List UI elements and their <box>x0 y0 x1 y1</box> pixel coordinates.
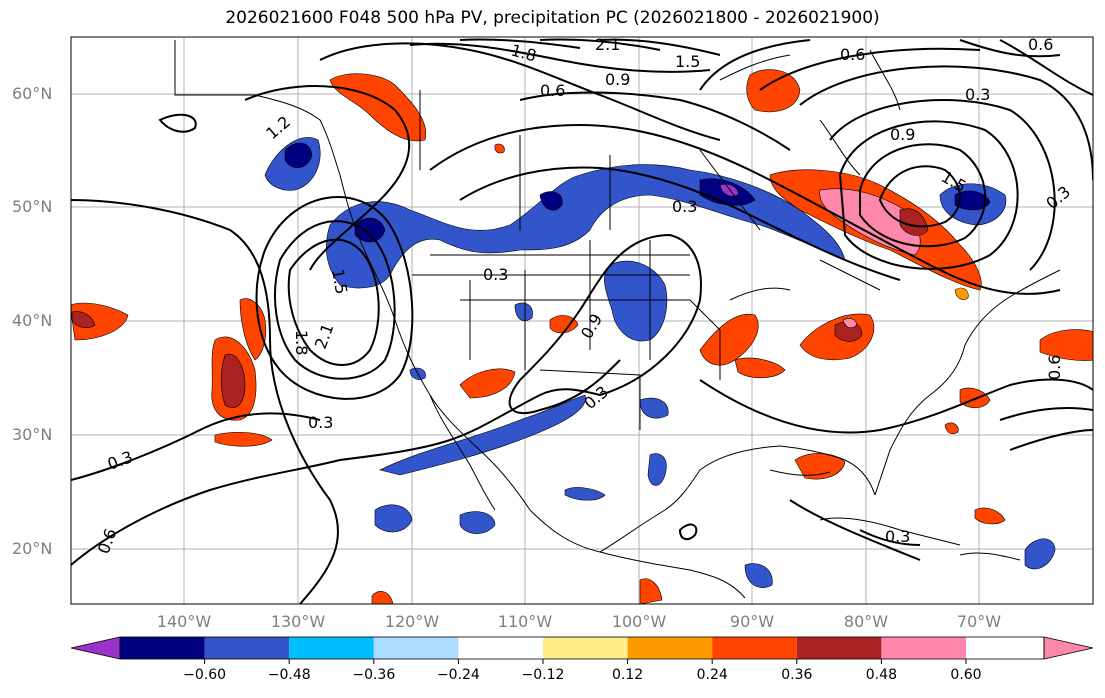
colorbar-tick-label: 0.24 <box>696 667 728 683</box>
colorbar-extend-left <box>70 636 121 660</box>
lon-label-140w: 140°W <box>156 612 212 631</box>
lon-label-120w: 120°W <box>384 612 440 631</box>
colorbar-tick-label: 0.12 <box>612 667 644 683</box>
colorbar-tick-label: −0.12 <box>521 667 565 683</box>
colorbar-segment <box>204 637 290 659</box>
contour-label: 0.3 <box>965 85 990 104</box>
lon-label-90w: 90°W <box>729 612 775 631</box>
lon-label-130w: 130°W <box>270 612 326 631</box>
contour-label: 0.9 <box>890 125 915 144</box>
lat-label-50n: 50°N <box>12 197 53 216</box>
contour-label: 1.5 <box>675 52 700 71</box>
colorbar <box>70 636 1094 664</box>
colorbar-segment <box>120 637 205 659</box>
colorbar-tick-label: −0.36 <box>352 667 396 683</box>
colorbar-segment <box>373 637 459 659</box>
colorbar-segment <box>712 637 797 659</box>
contour-label: 0.6 <box>1045 355 1064 380</box>
contour-label: 0.3 <box>483 265 508 284</box>
contour-label: 0.6 <box>1028 35 1053 54</box>
contour-label: 0.9 <box>605 70 630 89</box>
lon-label-100w: 100°W <box>611 612 667 631</box>
lat-label-60n: 60°N <box>12 84 53 103</box>
contour-label: 0.3 <box>308 413 333 432</box>
colorbar-segment <box>796 637 882 659</box>
colorbar-segment <box>289 637 374 659</box>
contour-label: 0.3 <box>885 527 910 546</box>
pv-contours <box>71 38 1093 604</box>
colorbar-segment <box>458 637 543 659</box>
colorbar-segment <box>543 637 628 659</box>
contour-label: 2.1 <box>595 35 620 54</box>
colorbar-tick-label: 0.36 <box>781 667 813 683</box>
contour-label: 0.6 <box>540 81 565 100</box>
colorbar-tick-label: −0.60 <box>183 667 227 683</box>
colorbar-tick-label: 0.60 <box>950 667 982 683</box>
map-title: 2026021600 F048 500 hPa PV, precipitatio… <box>225 8 880 28</box>
colorbar-segment <box>627 637 713 659</box>
lon-label-110w: 110°W <box>497 612 553 631</box>
lon-label-70w: 70°W <box>956 612 1002 631</box>
colorbar-segment <box>881 637 966 659</box>
lat-label-40n: 40°N <box>12 311 53 330</box>
map-frame <box>70 36 1094 605</box>
contour-label: 0.3 <box>672 197 697 216</box>
colorbar-tick-label: −0.24 <box>436 667 480 683</box>
lon-label-80w: 80°W <box>843 612 889 631</box>
contour-label: 1.8 <box>292 330 311 355</box>
contour-label: 1.5 <box>328 267 351 295</box>
colorbar-tick-label: −0.48 <box>267 667 311 683</box>
lat-label-20n: 20°N <box>12 539 53 558</box>
colorbar-extend-right <box>1043 636 1094 660</box>
coastlines-borders <box>174 40 1061 599</box>
contour-label: 0.6 <box>840 45 865 64</box>
colorbar-tick-label: 0.48 <box>865 667 897 683</box>
lat-label-30n: 30°N <box>12 425 53 444</box>
